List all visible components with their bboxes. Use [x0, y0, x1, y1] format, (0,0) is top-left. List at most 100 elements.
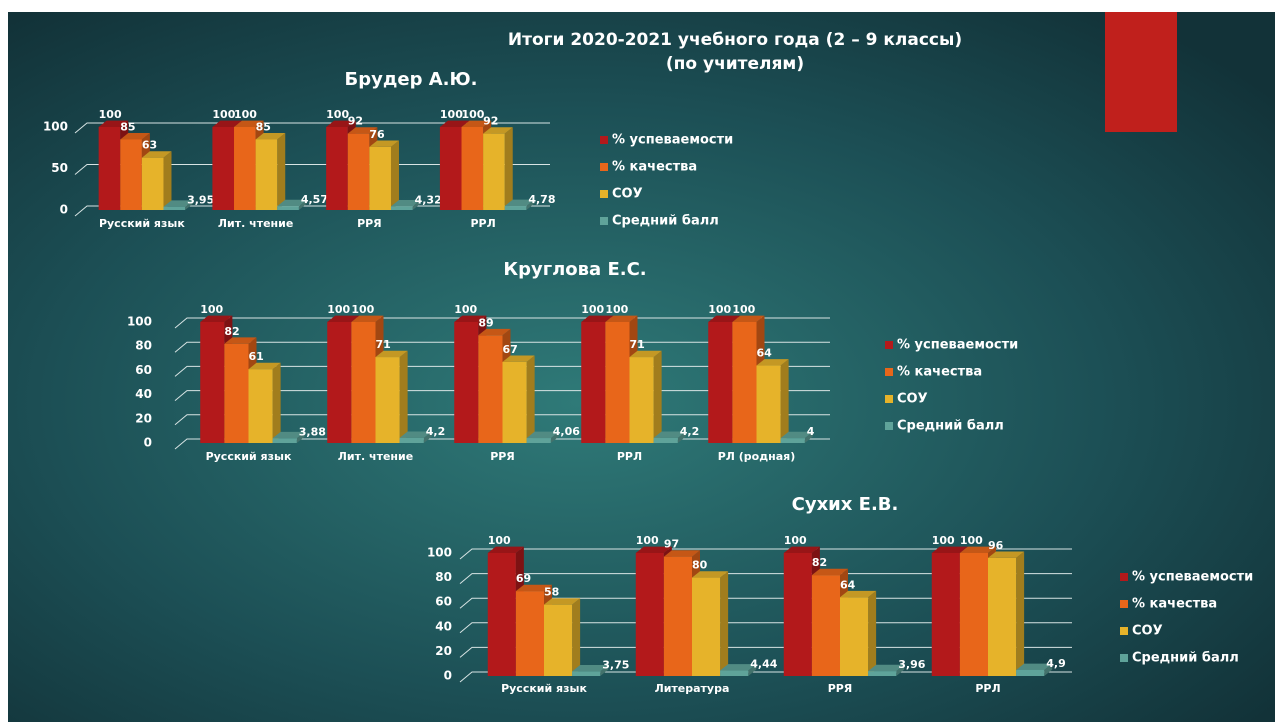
bar-top [629, 350, 662, 358]
legend-label: СОУ [612, 187, 643, 202]
x-tick-label-box: Лит. чтение [337, 450, 414, 463]
legend-swatch [1120, 654, 1128, 662]
data-label: 4,44 [750, 658, 777, 671]
data-label: 100 [636, 534, 659, 547]
legend-swatch [600, 217, 608, 225]
bar-front [327, 322, 352, 443]
bar-top [692, 571, 729, 578]
bar-front [1016, 669, 1045, 676]
legend-swatch [885, 341, 893, 349]
bar-top [732, 315, 765, 322]
bar-top [572, 664, 609, 672]
bar-front [272, 438, 297, 443]
x-tick-label: РРЯ [357, 217, 382, 230]
bar-front [461, 127, 484, 210]
bar-top [581, 315, 614, 322]
bar-front [515, 591, 544, 676]
y-tick-label: 100 [127, 315, 152, 329]
legend-swatch [885, 395, 893, 403]
data-label: 3,75 [602, 658, 629, 671]
bar-top [224, 337, 257, 344]
bar-top [120, 133, 150, 140]
bar-top [653, 431, 686, 438]
bar-side [526, 355, 535, 443]
bar-top [141, 151, 172, 158]
bar-front [200, 322, 225, 443]
bar-front [780, 438, 805, 443]
data-label: 100 [462, 108, 485, 121]
x-tick-label: Лит. чтение [337, 450, 414, 463]
bar-side [720, 571, 729, 676]
y-tick-label: 20 [435, 644, 452, 658]
bar-side [677, 431, 686, 443]
data-label: 76 [369, 128, 385, 141]
bar-top [526, 431, 559, 439]
y-tick-label: 40 [135, 387, 152, 401]
bar-front [502, 361, 527, 443]
data-label: 4,57 [301, 193, 328, 206]
bar [868, 664, 905, 676]
x-tick-label: РРЯ [827, 682, 853, 695]
y-tick-label: 20 [135, 411, 152, 425]
x-tick-label-box: РРЛ [617, 450, 642, 463]
bar-top [544, 598, 581, 605]
bar-front [163, 206, 186, 210]
bar [502, 355, 535, 443]
bar-top [234, 120, 264, 127]
bar-front [141, 157, 164, 210]
bar-top [439, 120, 470, 127]
y-tick-label: 100 [427, 546, 452, 560]
bar [375, 350, 408, 443]
bar [720, 664, 757, 676]
bar-top [931, 546, 968, 553]
bar-top [461, 120, 492, 127]
legend-label: СОУ [897, 392, 928, 407]
bar-top [212, 120, 243, 127]
bar-front [234, 127, 256, 210]
bar-top [326, 120, 356, 127]
bar-top [663, 550, 700, 557]
bar-top [780, 431, 813, 439]
bar-front [454, 322, 479, 443]
bar-front [504, 206, 527, 210]
bar-side [1044, 663, 1053, 676]
bar-front [783, 553, 812, 676]
bar-front [255, 139, 278, 210]
data-label: 71 [630, 338, 645, 351]
data-label: 100 [732, 303, 755, 316]
bar-side [572, 598, 581, 676]
data-label: 4,2 [680, 425, 700, 438]
legend-swatch [600, 163, 608, 171]
legend-swatch [600, 190, 608, 198]
bar-front [635, 553, 664, 676]
data-label: 97 [664, 538, 679, 551]
slide-subtitle: (по учителям) [666, 54, 804, 74]
bar-front [868, 671, 897, 676]
x-tick-label-box: РРЛ [975, 682, 1000, 695]
data-label: 100 [605, 303, 628, 316]
bar-top [783, 546, 820, 553]
legend-label: % успеваемости [897, 338, 1018, 353]
data-label: 82 [224, 325, 239, 338]
grid-line [74, 122, 550, 134]
x-tick-label: Русский язык [501, 682, 587, 695]
bar-top [351, 315, 384, 322]
y-tick-label: 50 [51, 161, 68, 175]
bar-top [756, 359, 789, 366]
bar-front [375, 357, 400, 443]
bar-side [423, 431, 432, 443]
bar-front [483, 133, 505, 210]
data-label: 61 [249, 350, 264, 363]
bar-front [98, 127, 121, 210]
x-tick-label-box: Русский язык [99, 217, 185, 230]
bar-top [375, 350, 408, 358]
data-label: 85 [120, 120, 135, 133]
legend-swatch [885, 368, 893, 376]
data-label: 3,96 [898, 658, 925, 671]
data-label: 100 [581, 303, 604, 316]
x-tick-label-box: РРЯ [357, 217, 382, 230]
bar-top [605, 315, 638, 322]
grid-line [459, 548, 1072, 560]
bar-top [504, 199, 535, 207]
